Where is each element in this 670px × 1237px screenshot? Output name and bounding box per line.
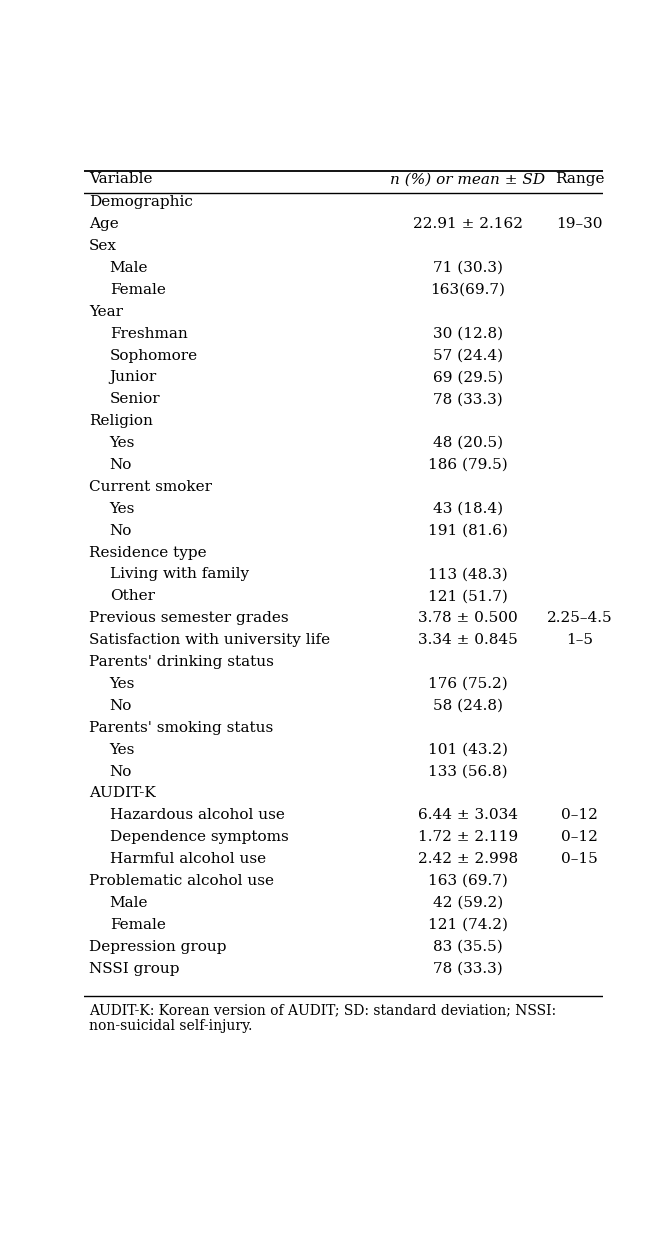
Text: Senior: Senior xyxy=(110,392,160,406)
Text: Freshman: Freshman xyxy=(110,327,188,340)
Text: Living with family: Living with family xyxy=(110,568,249,581)
Text: 186 (79.5): 186 (79.5) xyxy=(428,458,508,473)
Text: 163 (69.7): 163 (69.7) xyxy=(428,875,508,888)
Text: 113 (48.3): 113 (48.3) xyxy=(428,568,508,581)
Text: Other: Other xyxy=(110,589,155,604)
Text: 1.72 ± 2.119: 1.72 ± 2.119 xyxy=(418,830,518,844)
Text: 121 (74.2): 121 (74.2) xyxy=(428,918,508,931)
Text: Previous semester grades: Previous semester grades xyxy=(89,611,289,625)
Text: 57 (24.4): 57 (24.4) xyxy=(433,349,503,362)
Text: 30 (12.8): 30 (12.8) xyxy=(433,327,503,340)
Text: No: No xyxy=(110,458,132,473)
Text: AUDIT-K: AUDIT-K xyxy=(89,787,155,800)
Text: 19–30: 19–30 xyxy=(556,218,603,231)
Text: 78 (33.3): 78 (33.3) xyxy=(433,961,503,976)
Text: Range: Range xyxy=(555,172,604,187)
Text: 71 (30.3): 71 (30.3) xyxy=(433,261,503,275)
Text: 163(69.7): 163(69.7) xyxy=(431,283,505,297)
Text: Sex: Sex xyxy=(89,239,117,254)
Text: Yes: Yes xyxy=(110,502,135,516)
Text: Female: Female xyxy=(110,283,165,297)
Text: 22.91 ± 2.162: 22.91 ± 2.162 xyxy=(413,218,523,231)
Text: Residence type: Residence type xyxy=(89,546,206,559)
Text: 48 (20.5): 48 (20.5) xyxy=(433,437,503,450)
Text: Male: Male xyxy=(110,261,148,275)
Text: 78 (33.3): 78 (33.3) xyxy=(433,392,503,406)
Text: 42 (59.2): 42 (59.2) xyxy=(433,896,503,910)
Text: Yes: Yes xyxy=(110,677,135,691)
Text: 83 (35.5): 83 (35.5) xyxy=(433,940,503,954)
Text: Satisfaction with university life: Satisfaction with university life xyxy=(89,633,330,647)
Text: 0–12: 0–12 xyxy=(561,830,598,844)
Text: Religion: Religion xyxy=(89,414,153,428)
Text: 3.34 ± 0.845: 3.34 ± 0.845 xyxy=(418,633,518,647)
Text: 101 (43.2): 101 (43.2) xyxy=(428,742,508,757)
Text: Depression group: Depression group xyxy=(89,940,226,954)
Text: Current smoker: Current smoker xyxy=(89,480,212,494)
Text: Variable: Variable xyxy=(89,172,153,187)
Text: No: No xyxy=(110,523,132,538)
Text: 3.78 ± 0.500: 3.78 ± 0.500 xyxy=(418,611,518,625)
Text: 191 (81.6): 191 (81.6) xyxy=(428,523,508,538)
Text: No: No xyxy=(110,699,132,713)
Text: Age: Age xyxy=(89,218,119,231)
Text: Male: Male xyxy=(110,896,148,910)
Text: 6.44 ± 3.034: 6.44 ± 3.034 xyxy=(418,808,518,823)
Text: Parents' drinking status: Parents' drinking status xyxy=(89,656,274,669)
Text: Sophomore: Sophomore xyxy=(110,349,198,362)
Text: 176 (75.2): 176 (75.2) xyxy=(428,677,508,691)
Text: Demographic: Demographic xyxy=(89,195,193,209)
Text: 133 (56.8): 133 (56.8) xyxy=(428,764,508,778)
Text: Problematic alcohol use: Problematic alcohol use xyxy=(89,875,274,888)
Text: n (%) or mean ± SD: n (%) or mean ± SD xyxy=(391,172,545,187)
Text: NSSI group: NSSI group xyxy=(89,961,180,976)
Text: 2.25–4.5: 2.25–4.5 xyxy=(547,611,612,625)
Text: 69 (29.5): 69 (29.5) xyxy=(433,370,503,385)
Text: 58 (24.8): 58 (24.8) xyxy=(433,699,503,713)
Text: Dependence symptoms: Dependence symptoms xyxy=(110,830,289,844)
Text: Female: Female xyxy=(110,918,165,931)
Text: No: No xyxy=(110,764,132,778)
Text: 1–5: 1–5 xyxy=(566,633,593,647)
Text: Harmful alcohol use: Harmful alcohol use xyxy=(110,852,266,866)
Text: Year: Year xyxy=(89,304,123,319)
Text: 121 (51.7): 121 (51.7) xyxy=(428,589,508,604)
Text: Parents' smoking status: Parents' smoking status xyxy=(89,721,273,735)
Text: Hazardous alcohol use: Hazardous alcohol use xyxy=(110,808,285,823)
Text: Yes: Yes xyxy=(110,437,135,450)
Text: 43 (18.4): 43 (18.4) xyxy=(433,502,503,516)
Text: Yes: Yes xyxy=(110,742,135,757)
Text: 0–12: 0–12 xyxy=(561,808,598,823)
Text: Junior: Junior xyxy=(110,370,157,385)
Text: AUDIT-K: Korean version of AUDIT; SD: standard deviation; NSSI:
non-suicidal sel: AUDIT-K: Korean version of AUDIT; SD: st… xyxy=(89,1003,556,1033)
Text: 2.42 ± 2.998: 2.42 ± 2.998 xyxy=(418,852,518,866)
Text: 0–15: 0–15 xyxy=(561,852,598,866)
